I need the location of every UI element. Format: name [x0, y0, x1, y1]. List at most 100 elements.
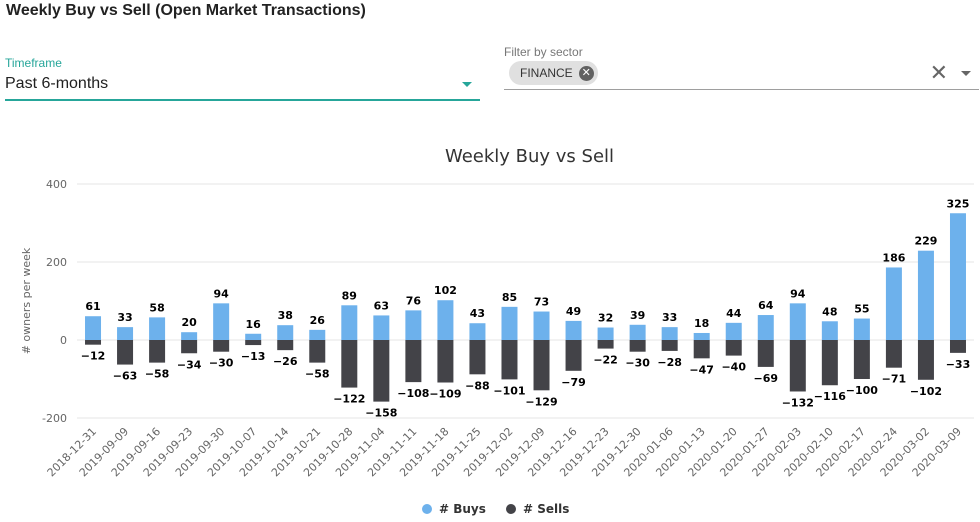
timeframe-label: Timeframe [5, 56, 62, 70]
sell-bar [789, 340, 806, 392]
sell-bar [565, 340, 582, 371]
legend-buys-marker [422, 504, 432, 514]
sell-bar [469, 340, 486, 375]
buy-bar [213, 303, 230, 340]
legend-sells-marker [506, 504, 516, 514]
sell-data-label: −158 [365, 407, 397, 420]
buy-bar [117, 327, 134, 340]
buy-bar [341, 305, 358, 340]
buy-data-label: 186 [882, 251, 905, 264]
sector-filter-label: Filter by sector [504, 45, 583, 59]
sell-data-label: −79 [561, 376, 586, 389]
buy-bar [309, 329, 326, 340]
sell-bar [405, 340, 422, 383]
buy-bar [693, 332, 710, 340]
buy-bar [917, 250, 934, 340]
sector-filter-underline [504, 89, 979, 90]
buy-data-label: 229 [914, 235, 937, 248]
buy-data-label: 39 [630, 309, 645, 322]
sell-bar [213, 340, 230, 352]
sell-bar [533, 340, 550, 391]
buy-bar [533, 311, 550, 340]
buy-bar [565, 320, 582, 340]
sell-data-label: −30 [625, 357, 650, 370]
buy-data-label: 55 [854, 303, 869, 316]
sell-data-label: −69 [754, 372, 779, 385]
buy-data-label: 58 [149, 301, 164, 314]
sell-bar [597, 340, 614, 349]
buy-bar [725, 322, 742, 340]
buy-data-label: 89 [342, 289, 357, 302]
chevron-down-icon[interactable] [961, 71, 971, 76]
buy-bar [853, 318, 870, 340]
timeframe-select[interactable]: Timeframe Past 6-months [5, 54, 480, 101]
sell-data-label: −30 [209, 357, 234, 370]
sell-data-label: −63 [113, 370, 138, 383]
buy-data-label: 18 [694, 317, 709, 330]
y-tick-label: 0 [60, 334, 67, 347]
buy-data-label: 32 [598, 312, 613, 325]
sell-data-label: −22 [593, 354, 618, 367]
buy-bar [949, 213, 966, 340]
buy-bar [661, 327, 678, 340]
buy-bar [245, 333, 262, 340]
buy-data-label: 63 [374, 299, 389, 312]
sell-data-label: −100 [846, 384, 879, 397]
buy-data-label: 73 [534, 296, 549, 309]
sell-bar [757, 340, 774, 367]
sell-data-label: −28 [657, 356, 682, 369]
buy-data-label: 85 [502, 291, 517, 304]
buy-data-label: 325 [946, 197, 969, 210]
buy-data-label: 61 [85, 300, 100, 313]
sector-filter[interactable]: Filter by sector FINANCE ✕ ✕ [504, 42, 979, 90]
sell-bar [949, 340, 966, 353]
sell-bar [853, 340, 870, 379]
buy-bar [597, 327, 614, 340]
sell-data-label: −129 [525, 395, 557, 408]
buy-bar [501, 306, 518, 340]
sell-bar [181, 340, 198, 354]
sell-bar [309, 340, 326, 363]
buy-data-label: 76 [406, 294, 422, 307]
buy-data-label: 102 [434, 284, 457, 297]
timeframe-value[interactable]: Past 6-months [5, 75, 109, 92]
buy-bar [885, 267, 902, 340]
chevron-down-icon[interactable] [462, 82, 472, 87]
sell-data-label: −58 [305, 368, 330, 381]
sell-bar [117, 340, 134, 365]
legend-sells-label: # Sells [523, 502, 569, 516]
sell-data-label: −71 [882, 373, 907, 386]
close-icon[interactable]: ✕ [929, 60, 948, 85]
sector-chip-label: FINANCE [520, 66, 573, 80]
buy-data-label: 94 [214, 287, 230, 300]
sector-chip[interactable]: FINANCE ✕ [509, 61, 598, 85]
buy-data-label: 64 [758, 299, 774, 312]
sell-data-label: −122 [333, 393, 365, 406]
sell-bar [629, 340, 646, 352]
buy-bar [85, 316, 102, 340]
buy-bar [821, 321, 838, 340]
sell-bar [85, 340, 102, 345]
legend-buys-label: # Buys [439, 502, 486, 516]
buy-bar [373, 315, 390, 340]
sell-data-label: −101 [493, 384, 525, 397]
buy-bar [181, 332, 198, 340]
sell-data-label: −33 [946, 358, 971, 371]
sell-data-label: −88 [465, 379, 490, 392]
sell-bar [821, 340, 838, 386]
buy-data-label: 94 [790, 287, 806, 300]
sell-bar [437, 340, 454, 383]
sell-bar [661, 340, 678, 351]
buy-data-label: 26 [310, 314, 326, 327]
y-tick-label: 200 [46, 256, 67, 269]
close-circle-icon[interactable]: ✕ [578, 65, 594, 81]
sell-bar [693, 340, 710, 359]
buy-data-label: 33 [662, 311, 677, 324]
buy-bar [789, 303, 806, 340]
buy-bar [629, 324, 646, 340]
sell-data-label: −34 [177, 358, 202, 371]
sell-data-label: −40 [721, 361, 746, 374]
sell-data-label: −26 [273, 355, 298, 368]
sell-data-label: −58 [145, 368, 170, 381]
sell-data-label: −47 [689, 363, 714, 376]
